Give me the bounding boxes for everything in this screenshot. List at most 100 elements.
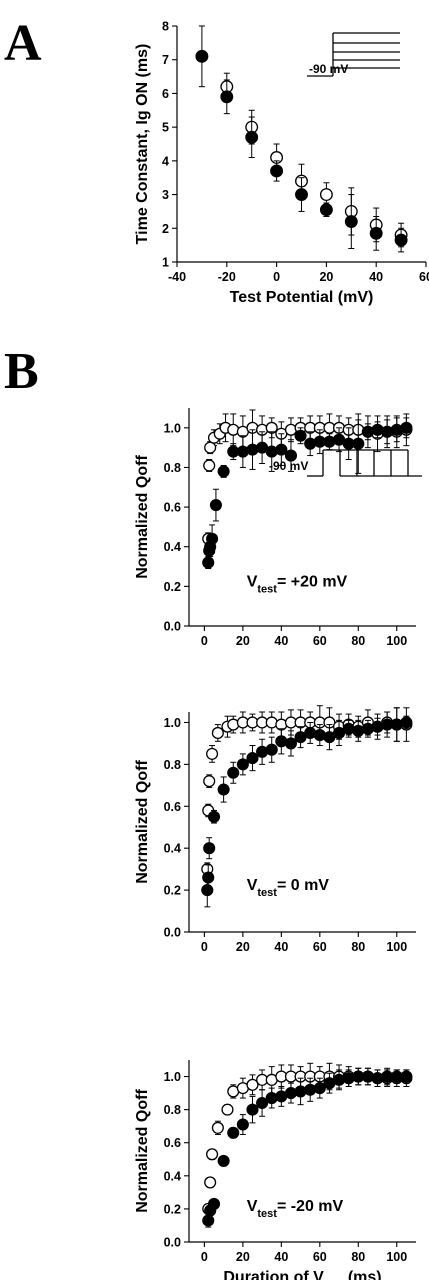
data-point-filled: [390, 718, 403, 731]
voltage-protocol-inset: -90 mV: [307, 32, 400, 77]
data-point-filled: [352, 724, 365, 737]
x-tick-label: 40: [369, 270, 383, 284]
x-tick-label: -20: [218, 270, 236, 284]
data-point-filled: [371, 423, 384, 436]
data-point-filled: [217, 783, 230, 796]
y-tick-label: 0.2: [164, 1202, 181, 1216]
y-tick-label: 1.0: [164, 1070, 181, 1084]
y-tick-label: 4: [162, 154, 169, 168]
x-tick-label: 0: [201, 634, 208, 648]
data-point-filled: [400, 421, 413, 434]
data-point-filled: [245, 130, 259, 144]
y-tick-label: 0.0: [164, 1236, 181, 1250]
data-point-filled: [390, 423, 403, 436]
data-point-filled: [323, 435, 336, 448]
x-tick-label: 0: [201, 1250, 208, 1264]
data-point-open: [221, 1103, 234, 1116]
y-tick-label: 1: [162, 256, 169, 270]
data-point-filled: [202, 871, 215, 884]
data-point-filled: [256, 745, 269, 758]
x-axis-title: Test Potential (mV): [230, 289, 374, 306]
data-point-filled: [195, 49, 209, 63]
data-point-filled: [284, 1087, 298, 1100]
test-voltage-annotation: Vtest= 0 mV: [247, 877, 330, 899]
data-point-filled: [313, 728, 326, 742]
data-point-filled: [206, 532, 219, 545]
annotation-sub: test: [257, 887, 277, 899]
data-point-open: [203, 459, 216, 472]
data-point-filled: [294, 1085, 307, 1098]
x-tick-label: 60: [313, 940, 327, 954]
x-tick-label: 0: [273, 270, 280, 284]
data-point-filled: [369, 226, 383, 240]
voltage-protocol-inset: -90 mV: [269, 449, 422, 477]
data-point-filled: [295, 188, 308, 202]
x-tick-label: 40: [274, 1250, 288, 1264]
annotation-suffix: = -20 mV: [277, 1198, 344, 1215]
data-point-open: [204, 441, 217, 454]
data-point-filled: [227, 1126, 240, 1139]
data-point-filled: [236, 445, 249, 458]
x-tick-label: 20: [236, 634, 250, 648]
data-point-open: [265, 716, 278, 729]
data-point-filled: [236, 1118, 249, 1131]
x-tick-label: 60: [313, 634, 327, 648]
data-point-filled: [304, 726, 317, 740]
panel-label-a: A: [4, 15, 42, 72]
data-point-open: [319, 188, 333, 202]
annotation-suffix: = 0 mV: [277, 877, 329, 894]
data-point-filled: [265, 743, 278, 756]
data-point-filled: [333, 1073, 346, 1086]
y-axis-title: Normalized Qoff: [134, 455, 151, 579]
x-tick-label: 100: [386, 940, 407, 954]
data-point-filled: [202, 1214, 215, 1227]
series-filled: [195, 25, 408, 253]
data-point-filled: [209, 499, 222, 512]
data-point-filled: [217, 1154, 230, 1167]
y-tick-label: 0.8: [164, 461, 181, 475]
chart-qoff-minus20: 0 20 40 60 80 100 0.0 0.2 0.4 0.6 0.8 1.0 Normalized…: [134, 1060, 416, 1280]
x-tick-label: 60: [313, 1250, 327, 1264]
annotation-sub: test: [257, 583, 277, 595]
y-tick-label: 1.0: [164, 421, 181, 435]
x-tick-label: -40: [168, 270, 186, 284]
x-tick-label: 100: [386, 1250, 407, 1264]
x-tick-label: 60: [419, 270, 429, 284]
chart-qoff-0: 0 20 40 60 80 100 0.0 0.2 0.4 0.6 0.8 1.0 Normalized…: [134, 705, 416, 954]
annotation-sub: test: [257, 1208, 277, 1220]
data-point-filled: [352, 437, 365, 450]
data-point-filled: [394, 233, 408, 247]
data-point-filled: [256, 1096, 269, 1110]
annotation-suffix: = +20 mV: [277, 573, 348, 590]
data-point-filled: [207, 810, 221, 823]
data-point-filled: [246, 443, 259, 456]
data-point-filled: [220, 90, 234, 104]
y-axis-title: Normalized Qoff: [134, 1089, 151, 1213]
series-filled: [201, 707, 413, 908]
annotation-prefix: V: [247, 1198, 258, 1215]
y-tick-label: 0.6: [164, 800, 181, 814]
data-point-filled: [236, 758, 249, 771]
data-point-filled: [344, 215, 358, 228]
y-tick-label: 0.0: [164, 926, 181, 940]
data-point-open: [206, 1148, 219, 1161]
data-point-filled: [361, 722, 374, 735]
series-filled: [202, 1067, 413, 1228]
data-point-filled: [342, 1072, 355, 1085]
data-point-filled: [246, 752, 259, 765]
y-axis-title: Time Constant, Ig ON (ms): [134, 44, 151, 245]
data-point-filled: [304, 437, 317, 450]
y-tick-label: 2: [162, 222, 169, 236]
x-tick-label: 20: [319, 270, 333, 284]
data-point-open: [284, 423, 298, 436]
data-point-filled: [381, 425, 394, 438]
chart-time-constant: -40 -20 0 20 40 60 1 2 3 4 5 6 7 8 Time Constant, Ig O…: [134, 20, 429, 307]
data-point-open: [206, 747, 219, 760]
data-point-filled: [270, 164, 284, 178]
data-point-filled: [207, 1197, 221, 1210]
data-point-filled: [246, 1103, 259, 1116]
annotation-prefix: V: [247, 877, 258, 894]
data-point-filled: [319, 203, 333, 217]
y-tick-label: 0.2: [164, 884, 181, 898]
